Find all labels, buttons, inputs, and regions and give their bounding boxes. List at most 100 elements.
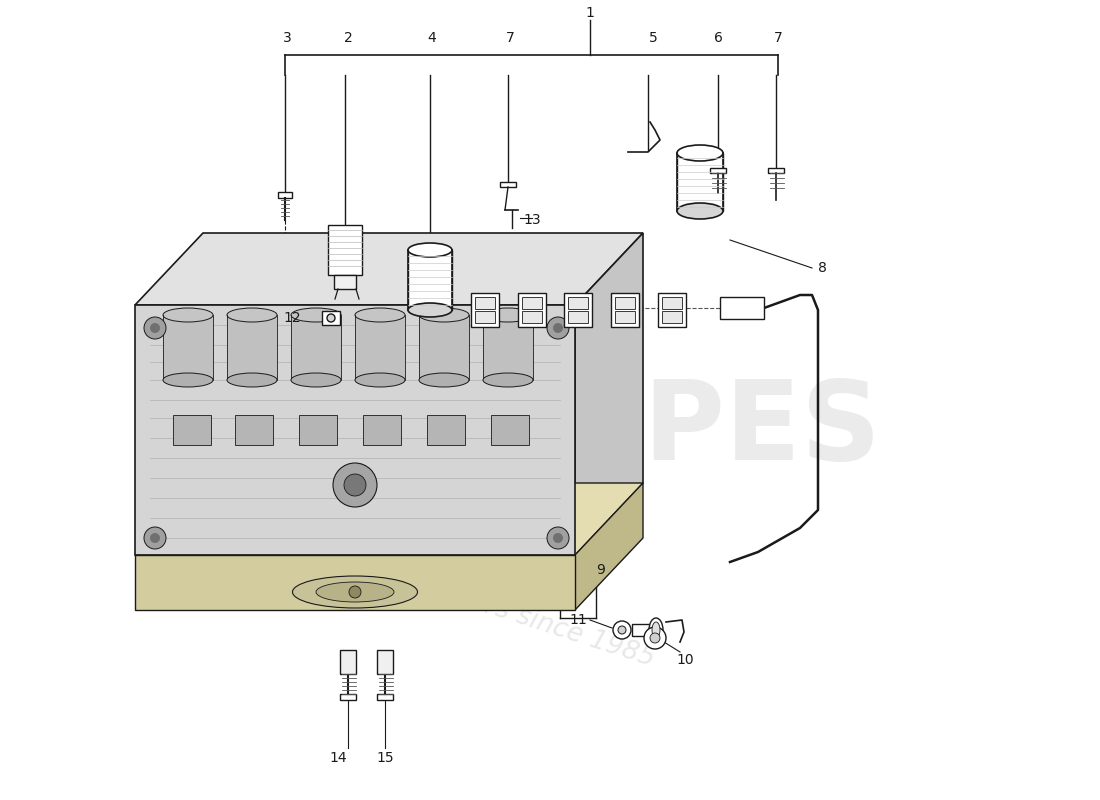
Circle shape (644, 627, 666, 649)
Ellipse shape (316, 582, 394, 602)
Ellipse shape (676, 203, 723, 219)
Bar (227, 315, 277, 380)
Circle shape (553, 323, 563, 333)
Bar (720, 297, 764, 319)
Bar (491, 415, 529, 445)
Ellipse shape (649, 618, 663, 642)
Circle shape (547, 527, 569, 549)
Ellipse shape (292, 373, 341, 387)
Ellipse shape (227, 308, 277, 322)
Polygon shape (135, 555, 575, 610)
Circle shape (150, 533, 160, 543)
Bar (173, 415, 211, 445)
Ellipse shape (355, 373, 405, 387)
Bar (408, 250, 452, 310)
Ellipse shape (483, 308, 534, 322)
Ellipse shape (163, 308, 213, 322)
Bar (475, 297, 495, 309)
Bar (483, 315, 534, 380)
Polygon shape (575, 483, 644, 610)
Text: 9: 9 (596, 563, 605, 577)
Bar (340, 650, 356, 674)
Bar (564, 293, 592, 327)
Circle shape (144, 317, 166, 339)
Bar (355, 315, 405, 380)
Circle shape (327, 314, 336, 322)
Text: 1: 1 (585, 6, 594, 20)
Circle shape (144, 527, 166, 549)
Bar (568, 311, 588, 323)
Bar (377, 694, 393, 700)
Bar (662, 311, 682, 323)
Ellipse shape (483, 373, 534, 387)
Bar (500, 182, 516, 187)
Bar (710, 168, 726, 173)
Ellipse shape (613, 621, 631, 639)
Ellipse shape (408, 243, 452, 257)
Bar (328, 225, 362, 275)
Circle shape (333, 463, 377, 507)
Bar (568, 297, 588, 309)
Ellipse shape (355, 308, 405, 322)
Bar (522, 311, 542, 323)
Bar (334, 275, 356, 289)
Text: EUROPES: EUROPES (298, 377, 882, 483)
Ellipse shape (163, 373, 213, 387)
Bar (322, 311, 340, 325)
Bar (292, 315, 341, 380)
Circle shape (553, 533, 563, 543)
Ellipse shape (293, 576, 418, 608)
Ellipse shape (408, 303, 452, 317)
Ellipse shape (652, 622, 660, 638)
Ellipse shape (419, 308, 469, 322)
Text: 14: 14 (329, 751, 346, 765)
Text: 2: 2 (343, 31, 352, 45)
Ellipse shape (676, 145, 723, 161)
Bar (522, 297, 542, 309)
Circle shape (650, 633, 660, 643)
Ellipse shape (618, 626, 626, 634)
Text: 12: 12 (283, 311, 300, 325)
Text: 10: 10 (676, 653, 694, 667)
Bar (615, 311, 635, 323)
Text: 8: 8 (817, 261, 826, 275)
Bar (377, 650, 393, 674)
Bar (610, 293, 639, 327)
Bar (419, 315, 469, 380)
Circle shape (150, 323, 160, 333)
Polygon shape (575, 233, 644, 555)
Polygon shape (135, 483, 644, 555)
Circle shape (344, 474, 366, 496)
Bar (427, 415, 465, 445)
Bar (768, 168, 784, 173)
Text: 11: 11 (569, 613, 587, 627)
Text: 3: 3 (283, 31, 292, 45)
Bar (676, 153, 723, 211)
Bar (658, 293, 686, 327)
Ellipse shape (419, 373, 469, 387)
Text: 7: 7 (506, 31, 515, 45)
Bar (278, 192, 292, 198)
Bar (632, 624, 654, 636)
Circle shape (547, 317, 569, 339)
Bar (235, 415, 273, 445)
Bar (471, 293, 499, 327)
Polygon shape (135, 305, 575, 555)
Text: a passion for cars since 1985: a passion for cars since 1985 (283, 528, 658, 672)
Bar (475, 311, 495, 323)
Bar (163, 315, 213, 380)
Bar (363, 415, 402, 445)
Circle shape (349, 586, 361, 598)
Bar (662, 297, 682, 309)
Text: 15: 15 (376, 751, 394, 765)
Ellipse shape (227, 373, 277, 387)
Bar (615, 297, 635, 309)
Ellipse shape (292, 308, 341, 322)
Bar (518, 293, 546, 327)
Text: 13: 13 (524, 213, 541, 227)
Text: 7: 7 (773, 31, 782, 45)
Text: 4: 4 (428, 31, 437, 45)
Bar (299, 415, 337, 445)
Polygon shape (135, 233, 644, 305)
Text: 5: 5 (649, 31, 658, 45)
